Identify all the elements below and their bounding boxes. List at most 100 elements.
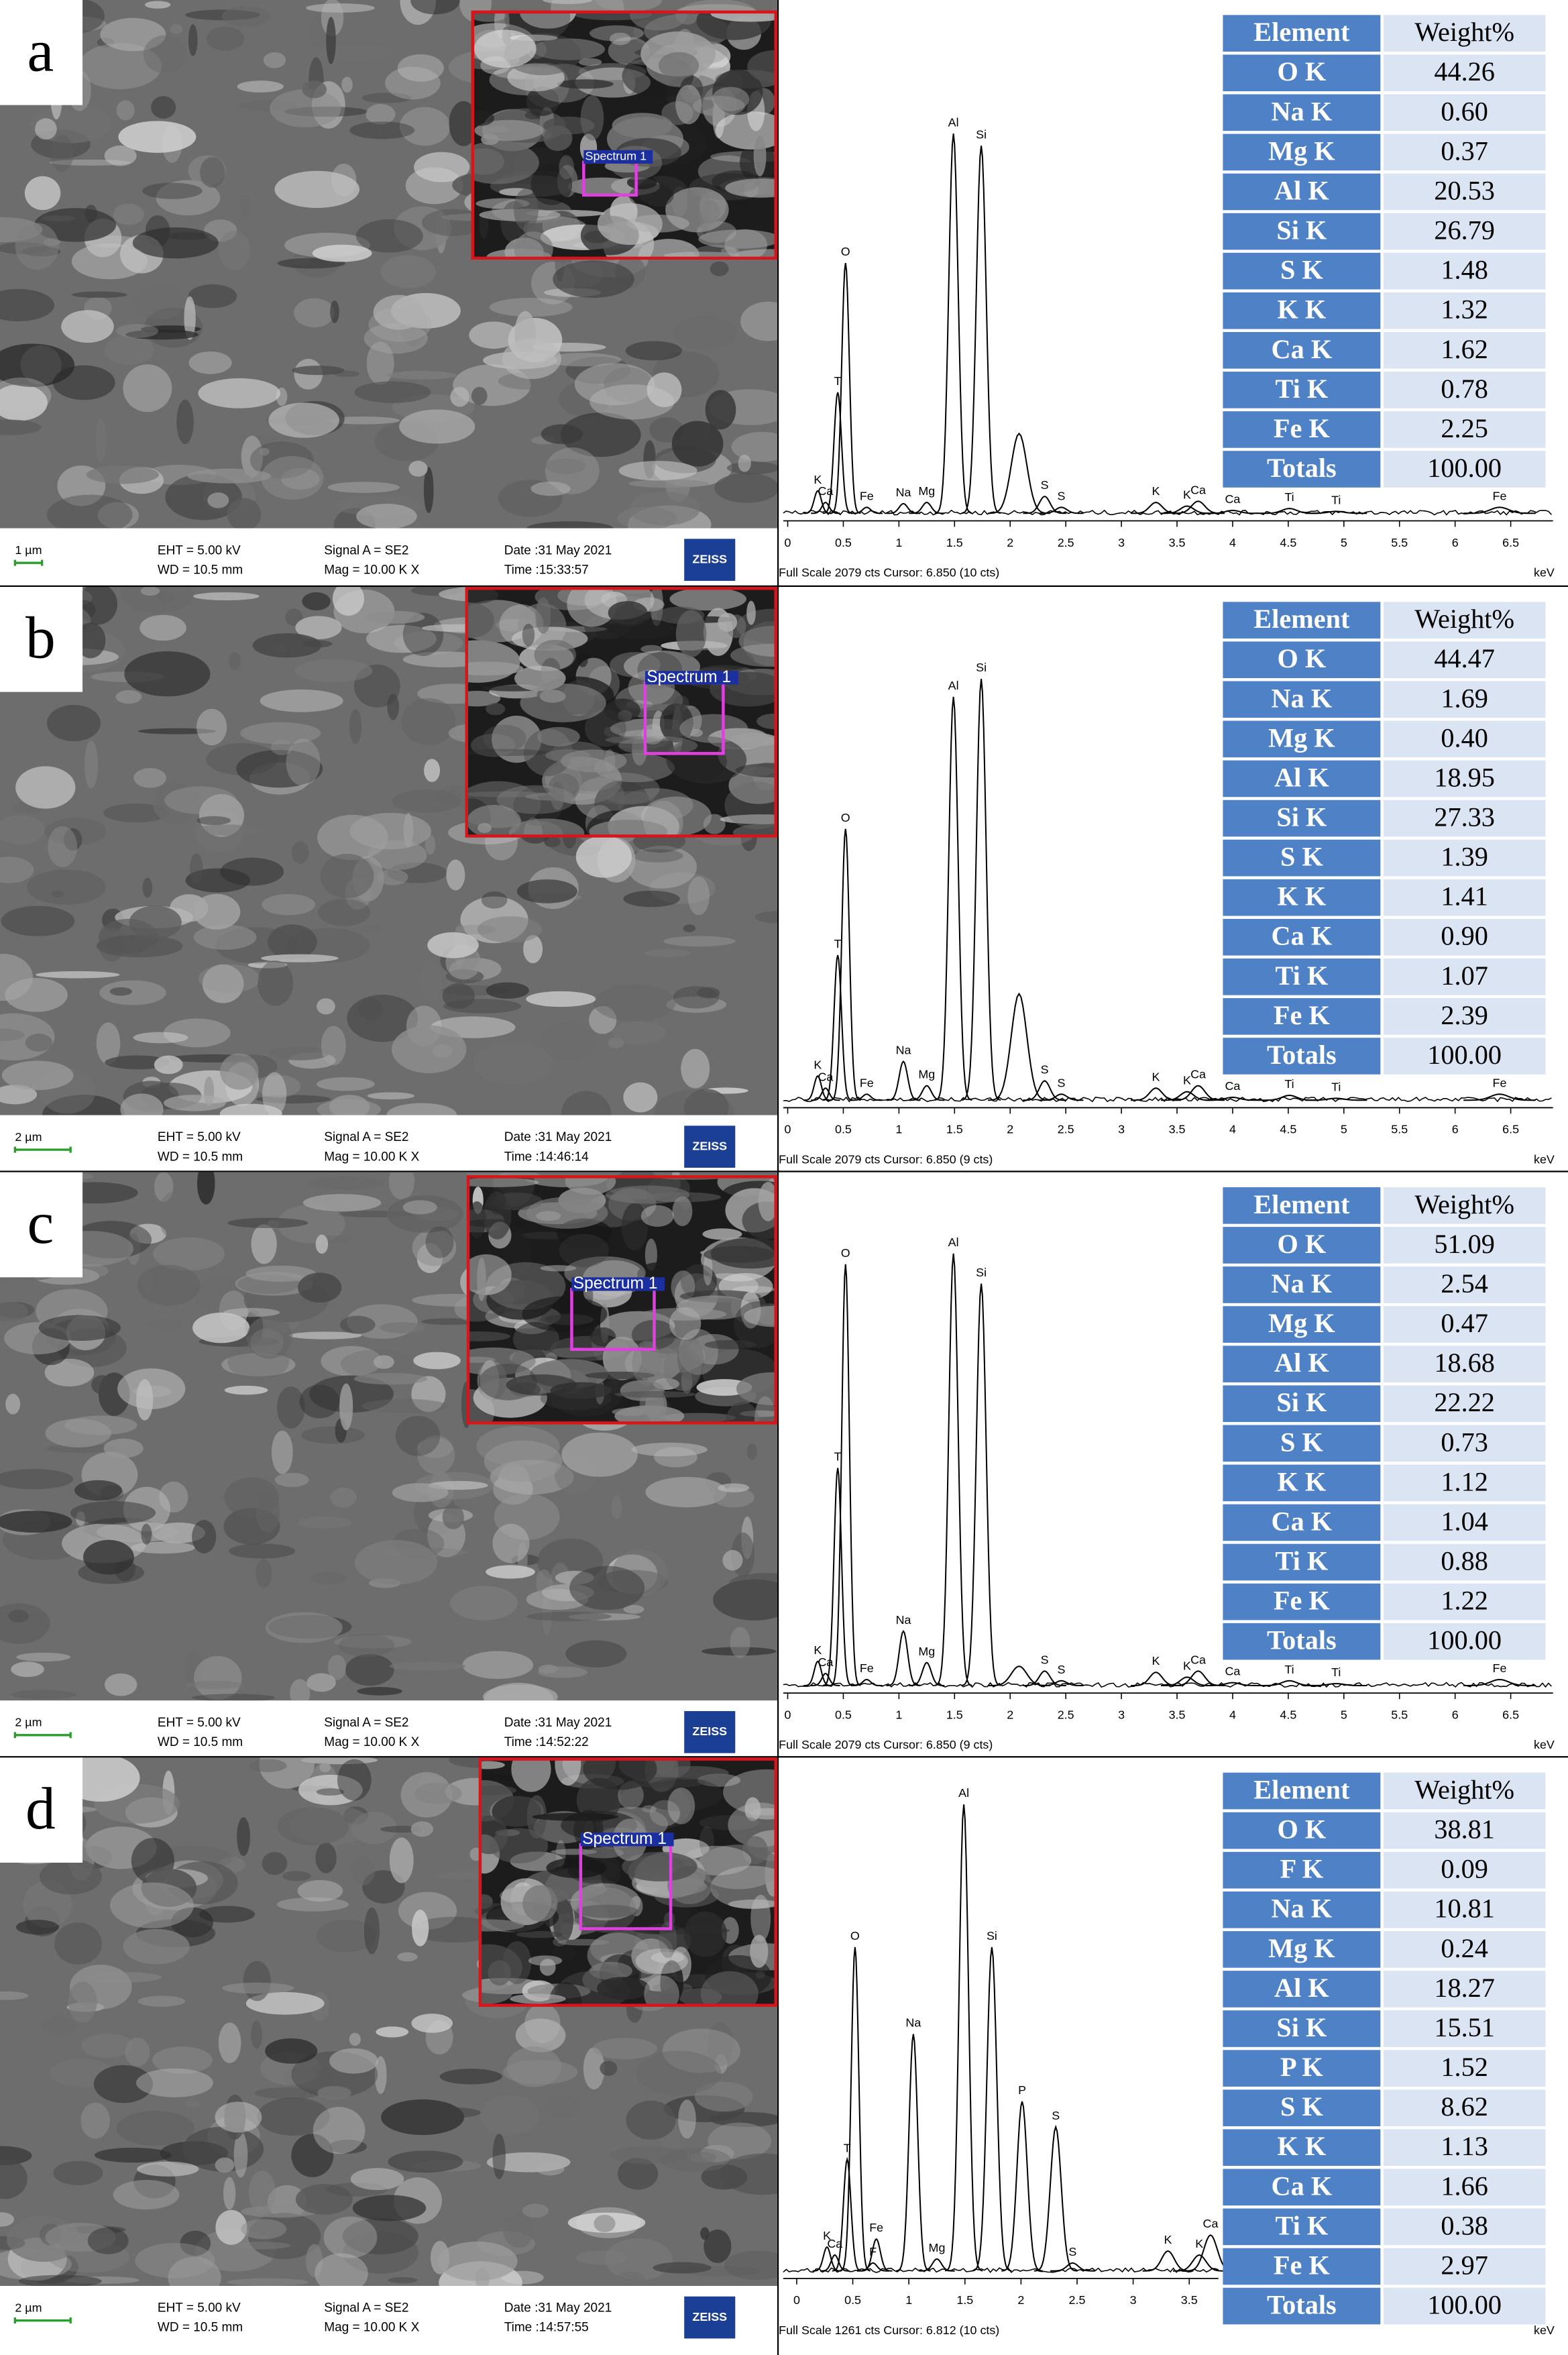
sem-texture [380, 1322, 426, 1333]
sem-texture [285, 608, 303, 626]
table-element: Fe K [1274, 2250, 1330, 2280]
table-value: 1.13 [1441, 2131, 1488, 2161]
sem-texture [96, 1022, 121, 1064]
sem-texture [46, 494, 133, 529]
table-cell-value [1383, 213, 1546, 250]
sem-texture [421, 1318, 477, 1325]
sem-texture [127, 1233, 140, 1266]
sem-texture [140, 586, 160, 596]
x-tick-label: 2.5 [1058, 1123, 1074, 1136]
table-element: Ca K [1272, 2171, 1333, 2201]
sem-texture [608, 1037, 624, 1048]
table-cell-value [1383, 1812, 1546, 1849]
table-cell-value [1383, 879, 1546, 916]
sem-texture [261, 455, 324, 500]
sem-texture [561, 1091, 612, 1115]
x-tick-label: 6 [1452, 536, 1459, 549]
sem-texture [227, 2278, 309, 2287]
sem-texture [742, 1836, 768, 1865]
info-signal: Signal A = SE2 [324, 1716, 408, 1730]
sem-texture [184, 296, 196, 340]
info-date: Date :31 May 2021 [504, 2301, 612, 2315]
table-cell-element [1223, 15, 1381, 52]
sem-texture [373, 294, 425, 330]
x-tick-label: 6.5 [1502, 536, 1519, 549]
table-value: Weight% [1414, 1189, 1514, 1219]
sem-texture [115, 323, 159, 338]
table-element: S K [1280, 842, 1323, 872]
sem-texture [123, 364, 172, 413]
table-value: 44.47 [1434, 643, 1495, 673]
sem-texture [26, 869, 106, 905]
sem-texture [496, 785, 575, 814]
sem-texture [689, 728, 703, 737]
sem-texture [499, 604, 544, 647]
sem-texture [410, 1916, 498, 1943]
spectrum-peak [1039, 506, 1084, 514]
table-value: 0.40 [1441, 722, 1488, 753]
sem-texture [540, 1265, 577, 1272]
sem-texture [738, 454, 751, 472]
spectrum-peak [1160, 505, 1213, 514]
x-tick-label: 1.5 [946, 536, 963, 549]
sem-texture [466, 749, 547, 757]
spectrum-peak [830, 1264, 861, 1686]
sem-texture [617, 506, 677, 529]
sem-texture [164, 786, 237, 814]
sem-texture [297, 1879, 343, 1902]
sem-texture [524, 111, 541, 119]
sem-texture [582, 1847, 624, 1859]
sem-texture [734, 249, 776, 258]
peak-label: Ca [1190, 1068, 1206, 1081]
sem-texture [71, 243, 148, 280]
sem-texture [720, 247, 737, 255]
spectrum-peak [1039, 1680, 1084, 1686]
sem-texture [301, 1426, 365, 1444]
table-element: Na K [1272, 1894, 1333, 1924]
spectrum-peak [961, 146, 1001, 514]
table-element: Al K [1274, 762, 1329, 792]
panel-label: c [27, 1190, 54, 1256]
sem-texture [522, 2203, 549, 2218]
table-element: Ti K [1276, 961, 1329, 991]
peak-label: Ca [818, 1655, 833, 1669]
info-bar [0, 528, 777, 586]
table-cell-element [1223, 1543, 1381, 1581]
sem-texture [312, 244, 372, 262]
sem-texture [15, 766, 76, 809]
info-eht: EHT = 5.00 kV [158, 1716, 241, 1730]
unit-label: keV [1534, 1738, 1555, 1751]
peak-label: Al [948, 115, 959, 129]
peak-label: K [814, 1058, 822, 1071]
spectrum-peak [839, 1947, 871, 2272]
sem-texture [223, 2177, 236, 2210]
peak-label: Na [896, 1613, 911, 1627]
table-cell-value [1383, 372, 1546, 408]
sem-texture [411, 1376, 446, 1413]
sem-texture [318, 44, 393, 62]
spectrum-peak [988, 992, 1050, 1101]
sem-texture [626, 2100, 676, 2140]
sem-texture [627, 845, 697, 889]
table-element: Na K [1272, 683, 1333, 713]
sem-texture [240, 722, 321, 745]
sem-texture [631, 1442, 708, 1457]
info-date: Date :31 May 2021 [504, 1130, 612, 1144]
sem-texture [144, 1, 171, 9]
sem-texture [274, 170, 360, 209]
peak-label: Na [896, 486, 911, 499]
table-cell-element [1223, 411, 1381, 448]
sem-texture [425, 834, 436, 855]
sem-texture [137, 1264, 201, 1306]
table-cell-value [1383, 2287, 1546, 2325]
sem-texture [735, 763, 776, 778]
sem-texture [490, 1828, 549, 1864]
table-cell-value [1383, 1385, 1546, 1423]
sem-texture [291, 841, 309, 864]
table-cell-element [1223, 2169, 1381, 2206]
sem-texture [626, 175, 657, 190]
spectrum-tag-bg [583, 150, 653, 164]
sem-texture [86, 465, 160, 484]
table-element: Element [1253, 1189, 1350, 1219]
sem-texture [78, 43, 162, 90]
